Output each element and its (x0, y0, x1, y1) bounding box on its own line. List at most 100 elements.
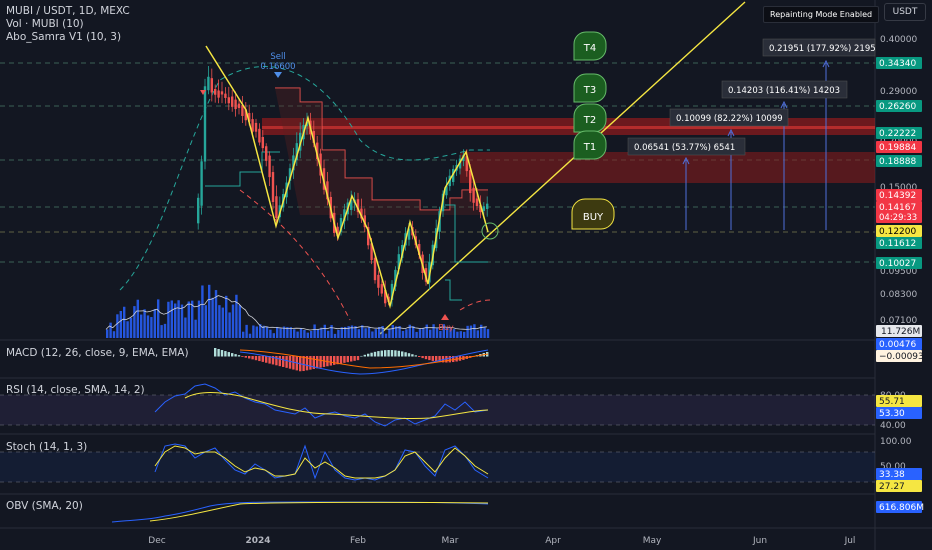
candle[interactable] (295, 143, 298, 161)
candle[interactable] (475, 198, 479, 206)
volume-bar (310, 330, 313, 338)
candle[interactable] (251, 119, 254, 132)
candle[interactable] (210, 78, 213, 93)
target-box-2[interactable]: 0.10099 (82.22%) 10099 (669, 108, 789, 127)
candle[interactable] (312, 131, 315, 143)
volume-bar (486, 329, 490, 338)
candle[interactable] (268, 155, 271, 178)
volume-bar (364, 328, 367, 338)
price-tag-text-3: 0.19884 (879, 143, 916, 153)
candle[interactable] (445, 186, 448, 196)
candle[interactable] (350, 200, 353, 210)
candle[interactable] (197, 197, 200, 224)
macd-bar (414, 355, 417, 357)
target-t1[interactable]: T1 (573, 130, 607, 160)
candle[interactable] (339, 218, 343, 232)
candle[interactable] (237, 103, 241, 108)
candle[interactable] (472, 187, 475, 203)
candle[interactable] (452, 168, 455, 183)
candle[interactable] (479, 204, 482, 213)
candle[interactable] (241, 105, 244, 116)
target-box-4[interactable]: 0.21951 (177.92%) 2195 (762, 38, 876, 57)
candle[interactable] (373, 257, 377, 281)
price-tag-text-9: 0.10027 (879, 259, 916, 269)
candle[interactable] (200, 161, 203, 206)
volume-bar (262, 325, 265, 338)
volume-bar (177, 300, 180, 338)
candle[interactable] (220, 91, 224, 95)
candle[interactable] (326, 181, 329, 200)
candle[interactable] (370, 243, 373, 261)
target-t2[interactable]: T2 (573, 103, 607, 133)
candle[interactable] (254, 122, 258, 132)
candle[interactable] (217, 90, 220, 98)
target-box-3[interactable]: 0.14203 (116.41%) 14203 (721, 80, 848, 99)
macd-bar (271, 356, 275, 365)
candle[interactable] (292, 155, 295, 171)
candle[interactable] (360, 208, 363, 219)
candle[interactable] (261, 137, 264, 149)
volume-bar (446, 327, 449, 338)
candle[interactable] (203, 86, 207, 162)
candle[interactable] (316, 142, 319, 160)
target-t3[interactable]: T3 (573, 73, 607, 103)
candle[interactable] (394, 269, 397, 287)
candle[interactable] (367, 227, 370, 246)
candle[interactable] (265, 146, 268, 161)
custom-indicator-title: Abo_Samra V1 (10, 3) (6, 31, 122, 43)
candle[interactable] (401, 244, 404, 258)
macd-bar (336, 356, 339, 365)
candle[interactable] (207, 76, 210, 91)
volume-bar (276, 326, 279, 338)
candle[interactable] (486, 203, 489, 210)
trendline[interactable] (379, 1, 746, 335)
candle[interactable] (231, 96, 234, 107)
macd-bar (282, 356, 285, 367)
candle[interactable] (319, 153, 322, 176)
candle[interactable] (482, 206, 485, 211)
macd-bar (248, 356, 251, 359)
buy-bubble[interactable]: BUY (571, 198, 615, 230)
candle[interactable] (248, 113, 251, 122)
macd-bar (390, 350, 394, 357)
volume-bar (313, 324, 316, 338)
candle[interactable] (336, 226, 339, 236)
candle[interactable] (384, 290, 387, 304)
candle[interactable] (465, 156, 468, 172)
time-tick-7: Jul (844, 536, 856, 546)
candle[interactable] (224, 93, 227, 98)
candle[interactable] (227, 97, 230, 104)
candle[interactable] (380, 284, 383, 294)
candle[interactable] (343, 209, 346, 222)
candle[interactable] (363, 215, 366, 228)
currency-button[interactable]: USDT (884, 3, 926, 21)
candle[interactable] (397, 254, 400, 270)
volume-bar (126, 321, 129, 338)
volume-bar (208, 284, 211, 338)
volume-bar (412, 326, 415, 338)
candle[interactable] (258, 128, 261, 143)
price-tick-1: 0.29000 (880, 87, 917, 97)
price-axis[interactable] (875, 0, 932, 550)
candle[interactable] (356, 199, 360, 213)
target-t4[interactable]: T4 (573, 31, 607, 61)
candle[interactable] (462, 155, 465, 162)
candle[interactable] (234, 99, 237, 110)
target-box-1[interactable]: 0.06541 (53.77%) 6541 (627, 137, 746, 156)
candle[interactable] (390, 283, 394, 300)
candle[interactable] (288, 168, 292, 181)
candle[interactable] (214, 89, 217, 95)
candle[interactable] (407, 228, 411, 240)
macd-bar (363, 354, 366, 357)
candle[interactable] (271, 172, 275, 202)
volume-bar (259, 324, 262, 338)
macd-bar (251, 356, 254, 360)
candle[interactable] (469, 170, 472, 194)
macd-bar (214, 348, 217, 357)
candle[interactable] (418, 244, 421, 256)
candle[interactable] (244, 109, 247, 121)
candle[interactable] (377, 274, 380, 288)
candle[interactable] (275, 196, 278, 218)
volume-bar (119, 310, 122, 338)
